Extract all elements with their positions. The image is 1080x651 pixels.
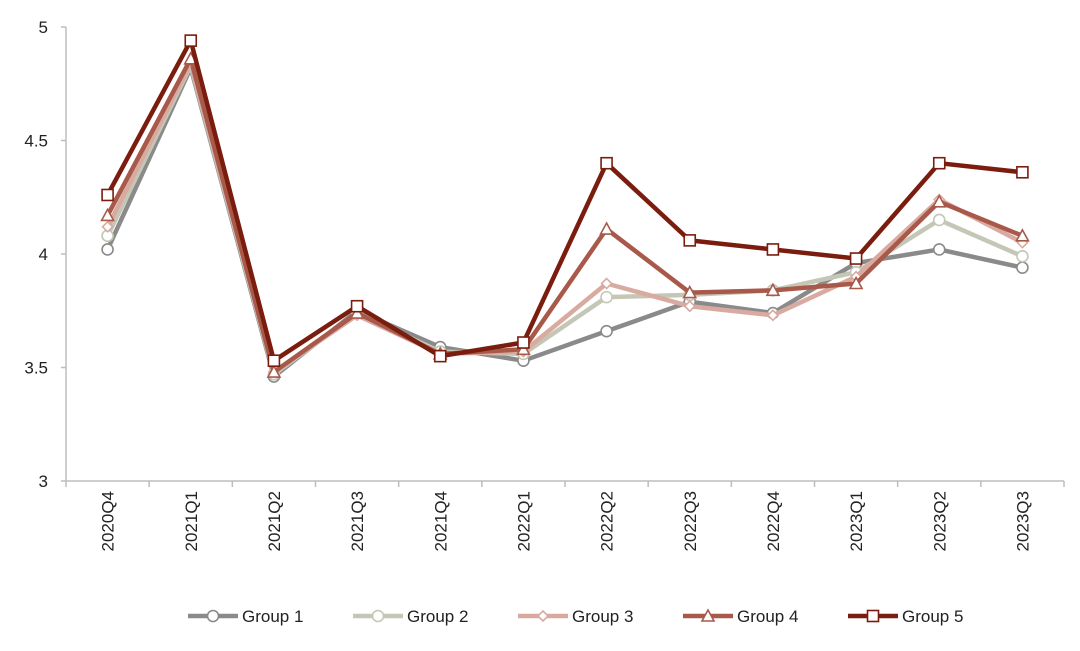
y-tick-label: 3 bbox=[39, 472, 48, 491]
y-tick-label: 5 bbox=[39, 18, 48, 37]
data-point bbox=[184, 34, 198, 47]
x-tick-labels: 2020Q4 2021Q1 2021Q2 2021Q3 2021Q4 2022Q1 2022… bbox=[65, 481, 1065, 552]
series-line bbox=[105, 38, 1025, 363]
legend-label: Group 1 bbox=[242, 607, 303, 626]
data-point bbox=[932, 213, 946, 227]
data-point bbox=[433, 349, 447, 363]
x-tick-label: 2023Q2 bbox=[930, 491, 949, 552]
series-line bbox=[105, 63, 1025, 377]
x-tick-label: 2022Q1 bbox=[514, 491, 533, 552]
data-point bbox=[350, 299, 364, 313]
legend-label: Group 5 bbox=[902, 607, 963, 626]
legend-item: Group 1 bbox=[188, 607, 303, 626]
data-point bbox=[682, 284, 698, 299]
y-tick-label: 4.5 bbox=[24, 132, 48, 151]
data-point bbox=[101, 243, 114, 256]
data-point bbox=[101, 188, 114, 202]
data-point bbox=[683, 234, 697, 247]
x-tick-label: 2021Q2 bbox=[265, 491, 284, 552]
data-point bbox=[1015, 228, 1030, 242]
data-point bbox=[849, 252, 863, 265]
legend-marker bbox=[536, 609, 550, 623]
data-point bbox=[101, 220, 114, 233]
data-point bbox=[931, 194, 947, 208]
legend-label: Group 2 bbox=[407, 607, 468, 626]
data-point bbox=[766, 309, 780, 322]
data-point bbox=[932, 156, 946, 170]
x-tick-label: 2022Q4 bbox=[764, 491, 783, 552]
x-tick-label: 2022Q3 bbox=[681, 491, 700, 552]
x-tick-label: 2021Q4 bbox=[431, 491, 450, 552]
legend-item: Group 5 bbox=[848, 607, 963, 626]
x-tick-label: 2021Q1 bbox=[182, 491, 201, 552]
x-tick-label: 2023Q1 bbox=[847, 491, 866, 552]
data-point bbox=[100, 207, 115, 222]
data-point bbox=[932, 243, 946, 256]
legend-item: Group 2 bbox=[353, 607, 468, 626]
data-point bbox=[766, 243, 780, 256]
data-point bbox=[517, 336, 530, 349]
x-tick-label: 2021Q3 bbox=[348, 491, 367, 552]
data-point bbox=[1016, 165, 1029, 179]
x-tick-label: 2020Q4 bbox=[99, 491, 118, 552]
legend-marker bbox=[371, 609, 385, 623]
legend-label: Group 4 bbox=[737, 607, 798, 626]
x-tick-label: 2023Q3 bbox=[1013, 491, 1032, 552]
series-layer bbox=[100, 34, 1030, 383]
y-tick-label: 4 bbox=[39, 245, 48, 264]
data-point bbox=[765, 282, 781, 297]
data-point bbox=[349, 305, 365, 319]
data-point bbox=[1016, 249, 1029, 263]
data-point bbox=[1016, 261, 1029, 274]
series-3 bbox=[101, 57, 1029, 379]
legend-label: Group 3 bbox=[572, 607, 633, 626]
legend-item: Group 3 bbox=[518, 607, 633, 626]
x-tick-label: 2022Q2 bbox=[598, 491, 617, 552]
series-line bbox=[105, 56, 1025, 375]
data-point bbox=[516, 341, 531, 356]
data-point bbox=[600, 156, 613, 170]
y-tick-label: 3.5 bbox=[24, 359, 48, 378]
legend-marker bbox=[206, 609, 220, 623]
data-point bbox=[600, 277, 613, 290]
series-4 bbox=[100, 51, 1030, 378]
series-5 bbox=[101, 34, 1029, 367]
data-point bbox=[848, 275, 864, 290]
y-tick-labels: 3 3.5 4 4.5 5 bbox=[24, 18, 66, 491]
data-point bbox=[600, 324, 613, 338]
data-point bbox=[267, 354, 281, 367]
legend-marker bbox=[700, 608, 716, 622]
data-point bbox=[683, 300, 696, 313]
data-point bbox=[599, 221, 614, 235]
legend-item: Group 4 bbox=[683, 607, 798, 626]
legend-marker bbox=[866, 609, 880, 623]
legend: Group 1 Group 2 Group 3 Group 4 Group 5 bbox=[188, 607, 963, 626]
data-point bbox=[266, 364, 282, 378]
data-point bbox=[600, 290, 613, 304]
